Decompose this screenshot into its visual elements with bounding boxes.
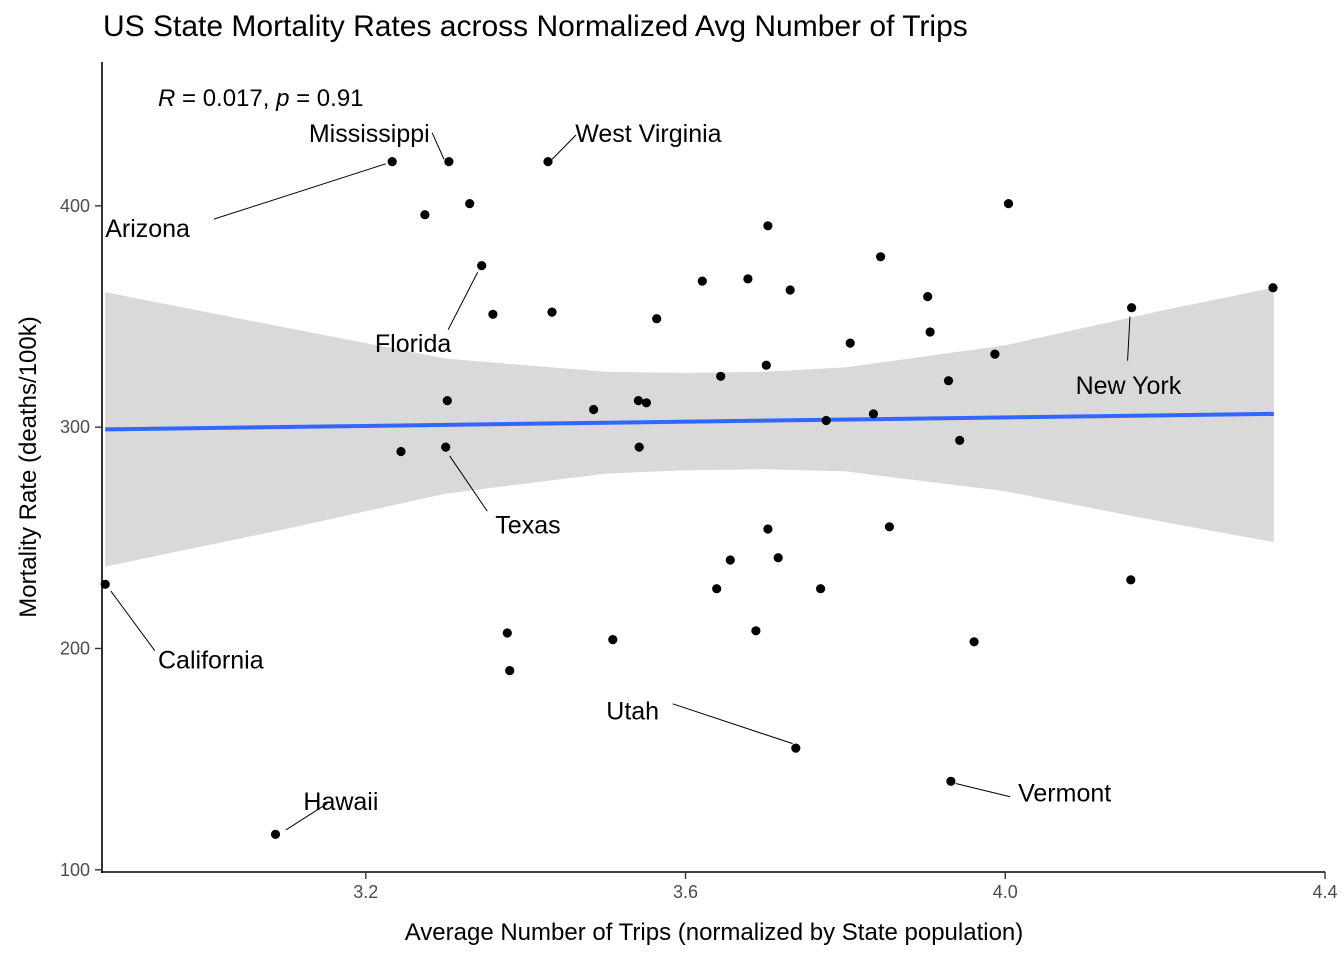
data-point — [773, 553, 783, 563]
data-point — [761, 360, 771, 370]
data-point — [100, 579, 110, 589]
x-tick-label: 3.6 — [673, 882, 698, 902]
state-label-california: California — [158, 647, 264, 675]
data-point — [716, 371, 726, 381]
data-point — [441, 442, 451, 452]
confidence-band-layer — [105, 287, 1274, 567]
state-label-layer: California Hawaii Arizona Mississippi West V… — [105, 120, 1182, 816]
data-point — [845, 338, 855, 348]
p-symbol: p — [275, 85, 289, 112]
confidence-band — [105, 287, 1274, 567]
y-axis-title: Mortality Rate (deaths/100k) — [15, 316, 42, 617]
data-point — [943, 376, 954, 386]
state-label-mississippi: Mississippi — [309, 120, 430, 148]
state-label-arizona: Arizona — [105, 215, 190, 243]
tick-layer: 3.2 3.6 4.0 4.4 100 200 300 400 — [60, 196, 1338, 902]
regression-line — [105, 411, 1274, 432]
data-point — [589, 404, 599, 415]
state-label-vermont: Vermont — [1018, 779, 1111, 807]
data-point — [1127, 303, 1137, 313]
data-point — [488, 309, 498, 319]
data-point — [1268, 283, 1278, 293]
data-point — [1003, 199, 1014, 209]
data-point — [608, 635, 618, 645]
leader-line-utah — [672, 703, 793, 745]
data-point — [396, 446, 406, 457]
data-point — [946, 776, 956, 786]
data-point — [505, 666, 515, 676]
data-point — [442, 396, 452, 406]
y-tick-label: 400 — [60, 196, 90, 216]
data-point — [969, 637, 979, 647]
data-point — [751, 626, 761, 636]
leader-line-vermont — [955, 782, 1011, 798]
leader-line-california — [110, 590, 156, 651]
state-label-new-york: New York — [1076, 372, 1182, 400]
data-point — [868, 409, 879, 419]
data-point — [884, 522, 895, 532]
state-label-utah: Utah — [606, 697, 659, 725]
r-value: = 0.017, — [175, 85, 276, 112]
x-tick-label: 4.4 — [1312, 882, 1337, 902]
data-point-layer — [100, 157, 1278, 840]
leader-line-layer — [110, 132, 1131, 831]
data-point — [743, 274, 753, 284]
data-point — [816, 584, 826, 594]
state-label-texas: Texas — [495, 512, 560, 540]
fit-line-layer — [105, 411, 1274, 432]
chart-title: US State Mortality Rates across Normaliz… — [103, 10, 968, 43]
correlation-annotation: R = 0.017, p = 0.91 — [158, 85, 364, 112]
y-tick-label: 300 — [60, 417, 90, 437]
data-point — [465, 199, 475, 209]
data-point — [387, 157, 397, 167]
data-point — [477, 261, 487, 271]
data-point — [633, 396, 644, 406]
data-point — [763, 524, 773, 534]
data-point — [821, 415, 831, 426]
leader-line-hawaii — [285, 802, 328, 831]
x-tick-label: 4.0 — [993, 882, 1018, 902]
data-point — [990, 349, 1000, 359]
data-point — [712, 584, 722, 594]
data-point — [444, 157, 454, 167]
leader-line-texas — [449, 455, 488, 512]
data-point — [270, 829, 281, 840]
data-point — [420, 210, 430, 220]
leader-line-arizona — [213, 163, 386, 220]
data-point — [697, 276, 707, 286]
state-label-florida: Florida — [375, 330, 452, 358]
y-tick-label: 100 — [60, 860, 90, 880]
data-point — [652, 314, 662, 324]
x-axis-title: Average Number of Trips (normalized by S… — [405, 919, 1024, 946]
data-point — [547, 307, 557, 317]
leader-line-new-york — [1127, 316, 1131, 361]
p-value: = 0.91 — [289, 85, 363, 112]
data-point — [923, 292, 933, 302]
axes — [101, 62, 1325, 873]
data-point — [1126, 575, 1136, 585]
data-point — [785, 285, 795, 295]
leader-line-west-virginia — [551, 134, 577, 160]
data-point — [876, 252, 886, 262]
data-point — [641, 398, 652, 408]
x-tick-label: 3.2 — [353, 882, 378, 902]
leader-line-florida — [447, 272, 479, 331]
state-label-hawaii: Hawaii — [303, 788, 378, 816]
data-point — [543, 157, 553, 167]
data-point — [634, 442, 644, 452]
data-point — [925, 327, 935, 337]
leader-line-mississippi — [431, 132, 445, 160]
data-point — [502, 628, 512, 638]
data-point — [955, 435, 965, 445]
r-symbol: R — [158, 85, 175, 112]
y-tick-label: 200 — [60, 638, 90, 658]
data-point — [791, 743, 801, 753]
data-point — [725, 555, 735, 565]
data-point — [763, 221, 773, 231]
state-label-west-virginia: West Virginia — [575, 120, 721, 148]
